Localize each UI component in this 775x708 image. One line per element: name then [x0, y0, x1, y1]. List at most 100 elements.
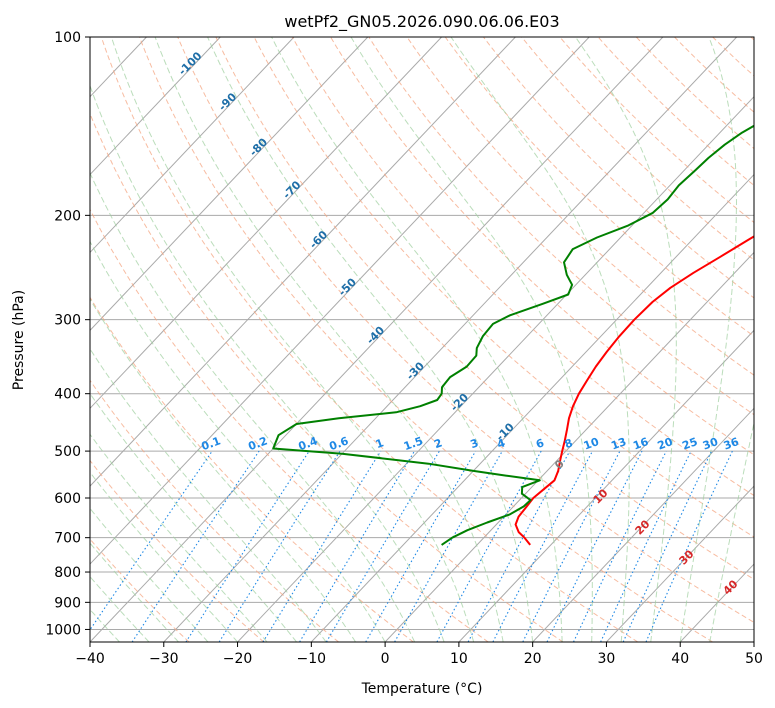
mixing-ratio-label: 0.4: [297, 434, 320, 453]
moist-adiabat-line: [110, 37, 475, 642]
mixing-ratio-label: 20: [656, 435, 675, 453]
moist-adiabat-line: [90, 507, 209, 642]
dry-adiabat-line: [521, 37, 754, 261]
dry-adiabat-line: [139, 37, 713, 642]
mixing-ratio-line: [325, 450, 440, 642]
red-isotherm-label: 10: [591, 486, 611, 506]
x-tick-label: −40: [75, 651, 105, 667]
moist-adiabat-line: [271, 37, 563, 642]
mixing-ratio-label: 1: [374, 436, 386, 451]
dry-adiabat-line: [177, 37, 754, 623]
mixing-ratio-label: 8: [563, 436, 575, 451]
dry-adiabat-line: [750, 37, 754, 41]
moist-adiabat-line: [90, 542, 179, 642]
y-tick-label: 400: [54, 387, 81, 403]
isotherm-line: [163, 37, 738, 642]
isotherm-line: [90, 37, 221, 176]
moist-adiabat-line: [90, 240, 386, 642]
moist-adiabat-line: [207, 37, 534, 642]
mixing-ratio-label: 0.1: [200, 434, 223, 453]
mixing-ratio-line: [262, 450, 382, 642]
plot-frame: [89, 36, 755, 643]
dry-adiabat-line: [406, 37, 754, 376]
mixing-ratio-label: 30: [701, 435, 720, 453]
isotherm-line: [606, 485, 754, 642]
mixing-ratio-line: [185, 450, 310, 642]
y-axis-title: Pressure (hPa): [11, 290, 27, 390]
isotherm-line: [90, 37, 664, 642]
moist-adiabat-line: [90, 471, 238, 642]
dry-adiabat-line: [90, 379, 339, 642]
x-tick-label: 10: [450, 651, 468, 667]
mixing-ratio-label: 3: [469, 436, 481, 451]
dry-adiabat-line: [712, 37, 754, 77]
x-tick-label: −20: [223, 651, 253, 667]
mixing-ratio-label: 1.5: [402, 434, 425, 453]
moist-adiabat-line: [154, 37, 504, 642]
moist-adiabat-line: [450, 37, 630, 642]
temperature-profile-line: [514, 235, 754, 546]
dry-adiabat-line: [90, 208, 489, 642]
isotherm-label: -40: [364, 324, 387, 347]
moist-adiabat-line: [350, 37, 593, 642]
moist-adiabat-line: [90, 433, 268, 642]
mixing-ratio-label: 4: [495, 436, 507, 451]
isotherm-line: [384, 251, 754, 642]
isotherm-line: [237, 95, 754, 642]
dry-adiabat-line: [291, 37, 754, 497]
mixing-ratio-label: 2: [432, 436, 444, 451]
y-tick-label: 800: [54, 565, 81, 581]
mixing-ratio-line: [573, 450, 667, 642]
moist-adiabat-line: [90, 392, 297, 642]
red-isotherm-label: 20: [633, 517, 653, 537]
dry-adiabat-line: [90, 112, 564, 642]
profile-lines: [272, 124, 754, 546]
isotherm-label: -80: [247, 135, 270, 158]
isotherm-label: -90: [216, 90, 239, 113]
dry-adiabat-line: [330, 37, 754, 456]
mixing-ratio-label: 25: [680, 435, 699, 452]
chart-title: wetPf2_GN05.2026.090.06.06.E03: [284, 12, 559, 32]
moist-adiabat-line: [90, 298, 357, 642]
x-tick-label: 40: [671, 651, 689, 667]
isotherm-line: [90, 37, 516, 487]
background-grid: [90, 37, 754, 642]
moist-adiabat-line: [90, 84, 445, 642]
dry-adiabat-line: [483, 37, 754, 299]
isotherm-line: [90, 37, 590, 565]
dry-adiabat-line: [90, 459, 265, 642]
dry-adiabat-line: [559, 37, 754, 224]
mixing-ratio-line: [645, 450, 733, 642]
mixing-ratio-label: 10: [582, 435, 601, 453]
moist-adiabat-line: [90, 575, 150, 642]
moist-adiabat-line: [575, 37, 677, 642]
dry-adiabat-line: [444, 37, 754, 337]
dry-adiabat-line: [90, 538, 190, 642]
mixing-ratio-line: [90, 450, 213, 631]
isotherm-line: [753, 641, 754, 642]
y-tick-label: 200: [54, 208, 81, 224]
mixing-ratio-line: [218, 450, 341, 642]
isotherm-line: [90, 37, 442, 410]
x-tick-label: 30: [598, 651, 616, 667]
mixing-ratio-line: [299, 450, 415, 642]
mixing-ratio-line: [546, 450, 643, 642]
x-tick-label: 0: [381, 651, 390, 667]
mixing-ratio-line: [436, 450, 542, 642]
mixing-ratio-label: 0.2: [247, 434, 270, 453]
red-isotherm-label: 40: [721, 577, 741, 597]
isotherm-line: [90, 37, 295, 254]
isotherm-label: -100: [176, 49, 205, 78]
moist-adiabat-line: [679, 37, 738, 642]
y-tick-label: 300: [54, 313, 81, 329]
mixing-ratio-line: [394, 450, 503, 642]
mixing-ratio-line: [365, 450, 477, 642]
x-tick-label: 20: [524, 651, 542, 667]
dry-adiabat-line: [368, 37, 754, 416]
y-tick-label: 100: [54, 30, 81, 46]
y-tick-label: 500: [54, 444, 81, 460]
dry-adiabat-line: [90, 296, 414, 642]
x-tick-label: −30: [149, 651, 179, 667]
x-tick-label: −10: [297, 651, 327, 667]
